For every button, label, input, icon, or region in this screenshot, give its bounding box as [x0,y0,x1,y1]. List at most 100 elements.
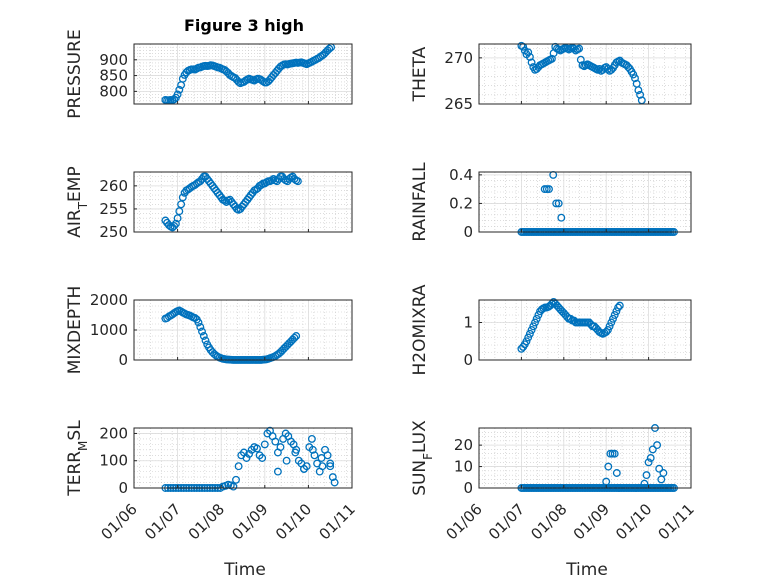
subplot-sun_flux: 0 10 20 [454,424,692,497]
data-point [524,333,533,342]
data-point [282,456,291,465]
data-point [220,196,229,205]
y-axis-label-subscript: T [76,201,90,210]
data-point [525,329,534,338]
data-point [178,193,187,202]
y-axis-label-main: PRESSURE [65,29,85,118]
y-axis-label: H2OMIXRA [410,284,430,375]
data-point [522,337,531,346]
data-point [170,222,179,230]
y-axis-label: PRESSURE [65,29,85,118]
figure-title: Figure 3 high [184,16,304,35]
y-tick-label: 260 [99,177,128,195]
data-point [258,454,267,462]
y-axis-label-rest: EMP [65,166,85,202]
data-point [293,177,302,186]
data-point [308,445,317,454]
y-tick-label: 900 [99,51,128,69]
y-tick-label: 0.2 [449,194,473,212]
data-point [177,200,186,209]
data-point [527,58,536,67]
data-point [527,326,536,334]
y-axis-label: THETA [410,46,430,102]
data-point [557,213,566,222]
subplot-air_temp: 250 255 260 [99,171,353,241]
y-tick-label: 800 [99,82,128,100]
y-tick-label: 0 [463,479,473,497]
y-axis-label-main: RAINFALL [410,162,430,242]
x-axis-label-left: Time [223,560,266,580]
data-point [646,454,655,462]
y-axis-label-rest: LUX [410,420,430,453]
data-point [290,333,299,342]
data-point [607,318,616,327]
data-point [615,301,624,310]
y-tick-label: 270 [444,49,473,67]
data-point [260,440,269,449]
data-point [631,74,639,83]
data-point [194,318,203,327]
data-point [576,55,585,64]
data-point [659,469,668,477]
axes-box [478,171,692,233]
data-point [175,85,184,94]
data-point [603,64,612,73]
data-point [534,311,543,319]
y-tick-label: 0.4 [449,166,473,184]
data-point [634,86,643,95]
y-axis-label: MIXDEPTH [65,286,85,375]
data-point [271,437,280,446]
data-point [310,451,319,460]
data-point [196,323,205,331]
data-point [614,303,623,312]
y-tick-label: 0 [463,223,473,241]
y-tick-label: 20 [454,436,473,454]
axes-box [478,299,692,361]
y-axis-label: RAINFALL [410,162,430,242]
data-point [171,219,180,228]
data-point [612,307,621,316]
y-tick-label: 0 [463,351,473,369]
data-point [636,90,645,99]
data-point [602,477,611,486]
data-point [640,479,649,488]
data-point [267,176,276,185]
data-point [655,464,664,473]
axes-box [133,427,353,489]
data-point [178,74,187,83]
data-point [524,48,533,57]
y-tick-label: 2000 [90,291,128,309]
data-point [612,469,621,477]
data-point [318,462,327,471]
data-point [234,462,243,471]
data-point [545,185,553,194]
data-point [201,336,210,345]
data-point [529,322,538,331]
axes-box [133,43,353,105]
data-point [610,449,619,458]
y-axis-label-rest: SL [65,420,85,441]
data-point [276,443,285,452]
data-point [173,214,182,223]
data-point [629,70,638,79]
subplot-mixdepth: 0 1000 2000 [90,291,353,369]
y-axis-label-subscript: M [76,441,90,451]
data-point [552,199,561,208]
data-point [642,471,651,480]
y-tick-label: 1 [463,314,473,332]
subplot-theta: 265 270 [444,41,692,113]
data-point [175,207,184,216]
data-point [325,44,334,53]
y-tick-label: 0 [118,479,128,497]
y-axis-label: SUNFLUX [410,420,435,496]
data-point [531,318,539,327]
y-axis-label-main: TERR [65,451,85,497]
y-axis-label-main: SUN [410,460,430,496]
data-point [606,449,615,458]
data-point [575,44,584,53]
data-point [602,327,611,336]
data-point [542,185,551,194]
data-point [328,473,337,482]
y-axis-label-main: MIXDEPTH [65,286,85,375]
